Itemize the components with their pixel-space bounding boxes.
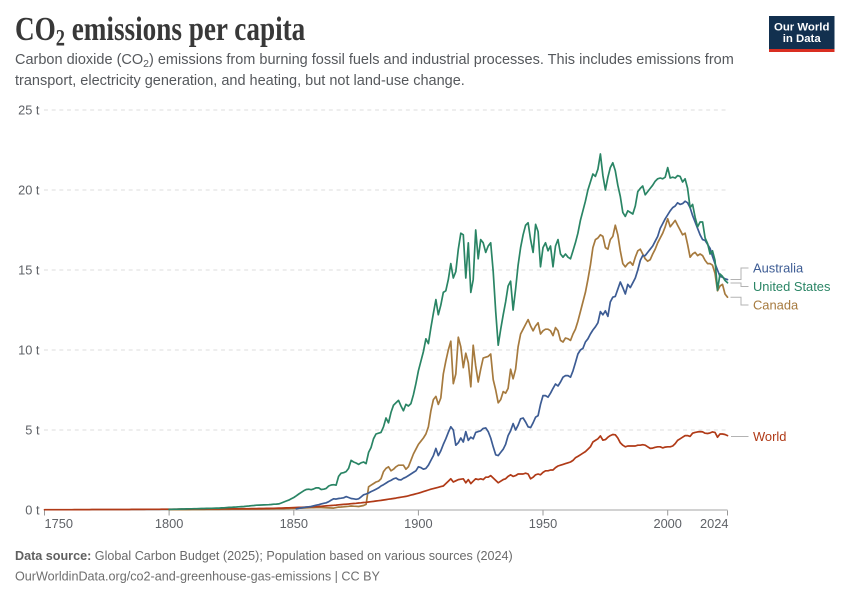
- svg-text:Our World: Our World: [774, 22, 830, 34]
- svg-text:transport, electricity generat: transport, electricity generation, and h…: [15, 73, 465, 89]
- svg-text:0 t: 0 t: [25, 503, 40, 518]
- svg-text:1900: 1900: [404, 516, 432, 531]
- svg-text:World: World: [753, 429, 786, 444]
- svg-text:Data source: Global Carbon Bud: Data source: Global Carbon Budget (2025)…: [15, 549, 513, 563]
- svg-text:1950: 1950: [529, 516, 557, 531]
- svg-text:10 t: 10 t: [18, 343, 40, 358]
- svg-text:in Data: in Data: [783, 33, 822, 45]
- svg-text:1800: 1800: [155, 516, 183, 531]
- svg-text:Carbon dioxide (CO2) emissions: Carbon dioxide (CO2) emissions from burn…: [15, 52, 734, 70]
- svg-text:1850: 1850: [280, 516, 308, 531]
- svg-text:15 t: 15 t: [18, 263, 40, 278]
- svg-text:20 t: 20 t: [18, 183, 40, 198]
- svg-text:2024: 2024: [700, 516, 728, 531]
- svg-text:5 t: 5 t: [25, 423, 40, 438]
- svg-text:Canada: Canada: [753, 298, 799, 313]
- svg-text:United States: United States: [753, 279, 830, 294]
- svg-text:OurWorldinData.org/co2-and-gre: OurWorldinData.org/co2-and-greenhouse-ga…: [15, 570, 381, 584]
- svg-text:2000: 2000: [653, 516, 681, 531]
- svg-text:1750: 1750: [45, 516, 73, 531]
- svg-text:Australia: Australia: [753, 261, 804, 276]
- svg-text:25 t: 25 t: [18, 103, 40, 118]
